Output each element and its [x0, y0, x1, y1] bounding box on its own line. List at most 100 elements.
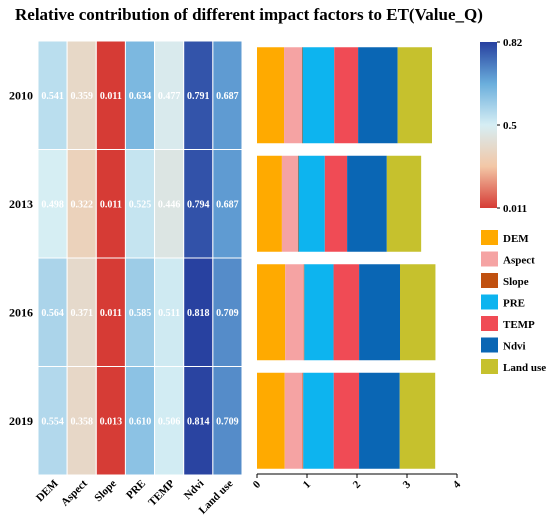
bar-2010-slope: [302, 47, 303, 144]
heatmap-value-label: 0.011: [100, 308, 122, 319]
legend-label-dem: DEM: [503, 233, 529, 245]
heatmap-value-label: 0.554: [41, 416, 64, 427]
heatmap-value-label: 0.564: [41, 308, 64, 319]
bar-2019-slope: [302, 372, 304, 469]
legend-swatch-aspect: [481, 251, 498, 267]
legend-label-ndvi: Ndvi: [503, 341, 526, 353]
legend-swatch-dem: [481, 230, 498, 245]
heatmap-value-label: 0.446: [158, 199, 181, 210]
legend-swatch-land-use: [481, 359, 498, 374]
bar-axis-tick-label: 0: [251, 478, 264, 491]
bar-2016-land-use: [400, 264, 436, 361]
heatmap-value-label: 0.011: [100, 91, 122, 102]
heatmap-cell-2013-slope: [95, 149, 126, 259]
bar-axis-tick-label: 1: [301, 479, 313, 491]
colorbar: 0.82 0.5 0.011: [480, 37, 527, 215]
bar-2013-dem: [257, 155, 282, 252]
heatmap-value-label: 0.634: [129, 91, 152, 102]
bar-2013-aspect: [281, 155, 298, 252]
bar-axis-tick-label: 2: [351, 478, 364, 491]
heatmap-cell-2019-dem: [37, 366, 68, 476]
bar-2016-ndvi: [359, 264, 400, 361]
column-label-ndvi: Ndvi: [182, 478, 206, 502]
heatmap-value-label: 0.371: [70, 308, 93, 319]
heatmap-cell-2019-land-use: [212, 366, 243, 476]
bar-x-axis: 0 1 2 3 4: [251, 473, 463, 491]
colorbar-tick-label: 0.82: [503, 37, 523, 49]
legend-label-pre: PRE: [503, 298, 525, 310]
bar-2019-temp: [333, 372, 360, 469]
row-label-2013: 2013: [9, 197, 33, 211]
colorbar-gradient: [480, 42, 497, 208]
heatmap-value-label: 0.013: [100, 416, 123, 427]
heatmap-value-label: 0.322: [70, 199, 93, 210]
heatmap-cell-2010-dem: [37, 40, 68, 150]
heatmap-cell-2013-land-use: [212, 149, 243, 259]
heatmap-value-label: 0.794: [187, 199, 210, 210]
bar-2016-temp: [333, 264, 360, 361]
bar-2013-pre: [298, 155, 325, 252]
heatmap-cell-2013-dem: [37, 149, 68, 259]
bar-2019-land-use: [399, 372, 436, 469]
colorbar-tick-label: 0.5: [503, 120, 517, 132]
bar-2010-ndvi: [358, 47, 398, 144]
heatmap-value-label: 0.818: [187, 308, 210, 319]
bar-2016-aspect: [285, 264, 304, 361]
heatmap-value-label: 0.585: [129, 308, 152, 319]
bar-2013-temp: [324, 155, 348, 252]
bar-2010-land-use: [397, 47, 432, 144]
legend-swatch-pre: [481, 294, 498, 310]
bar-2019-ndvi: [359, 372, 400, 469]
heatmap-cell-2019-aspect: [66, 366, 97, 476]
legend-label-land-use: Land use: [503, 362, 546, 374]
heatmap-cell-2016-land-use: [212, 257, 243, 367]
legend-label-aspect: Aspect: [503, 255, 535, 267]
heatmap-value-label: 0.709: [216, 308, 239, 319]
chart-title: Relative contribution of different impac…: [15, 5, 483, 24]
heatmap-value-label: 0.814: [187, 416, 210, 427]
heatmap-cell-2019-ndvi: [183, 366, 214, 476]
heatmap: 0.541 0.359 0.011 0.634 0.477 0.791 0.687 0.498…: [37, 40, 243, 476]
heatmap-cell-2016-temp: [154, 257, 185, 367]
bar-2010-temp: [334, 47, 359, 144]
heatmap-value-label: 0.511: [158, 308, 180, 319]
bar-2016-pre: [304, 264, 334, 361]
bar-2019-dem: [257, 372, 285, 469]
bar-2013-land-use: [386, 155, 422, 252]
bar-2010-dem: [257, 47, 285, 144]
heatmap-value-label: 0.358: [70, 416, 93, 427]
heatmap-cell-2013-temp: [154, 149, 185, 259]
bar-2010-aspect: [284, 47, 302, 144]
heatmap-value-label: 0.687: [216, 199, 239, 210]
bar-2016-slope: [303, 264, 305, 361]
legend-swatch-slope: [481, 273, 498, 288]
heatmap-value-label: 0.791: [187, 91, 210, 102]
heatmap-cell-2010-slope: [95, 40, 126, 150]
heatmap-cell-2016-pre: [124, 257, 156, 367]
colorbar-tick-label: 0.011: [503, 203, 527, 215]
column-label-aspect: Aspect: [59, 477, 90, 508]
row-label-2019: 2019: [9, 414, 33, 428]
column-label-pre: PRE: [124, 478, 148, 502]
column-label-dem: DEM: [34, 477, 61, 504]
column-label-slope: Slope: [92, 478, 119, 505]
heatmap-value-label: 0.498: [41, 199, 64, 210]
stacked-bar-chart: [257, 47, 436, 469]
bar-2013-slope: [298, 155, 299, 252]
heatmap-value-label: 0.687: [216, 91, 239, 102]
legend-label-temp: TEMP: [503, 319, 535, 331]
legend-swatch-temp: [481, 316, 498, 331]
bar-2019-aspect: [284, 372, 303, 469]
row-label-2016: 2016: [9, 305, 33, 319]
bar-2010-pre: [302, 47, 335, 144]
bar-2016-dem: [257, 264, 286, 361]
heatmap-value-label: 0.506: [158, 416, 181, 427]
heatmap-value-label: 0.359: [70, 91, 93, 102]
heatmap-cell-2010-ndvi: [183, 40, 214, 150]
heatmap-cell-2016-ndvi: [183, 257, 214, 367]
heatmap-value-label: 0.610: [129, 416, 152, 427]
heatmap-cell-2010-aspect: [66, 40, 97, 150]
legend-swatch-ndvi: [481, 337, 498, 353]
heatmap-value-label: 0.525: [129, 199, 152, 210]
